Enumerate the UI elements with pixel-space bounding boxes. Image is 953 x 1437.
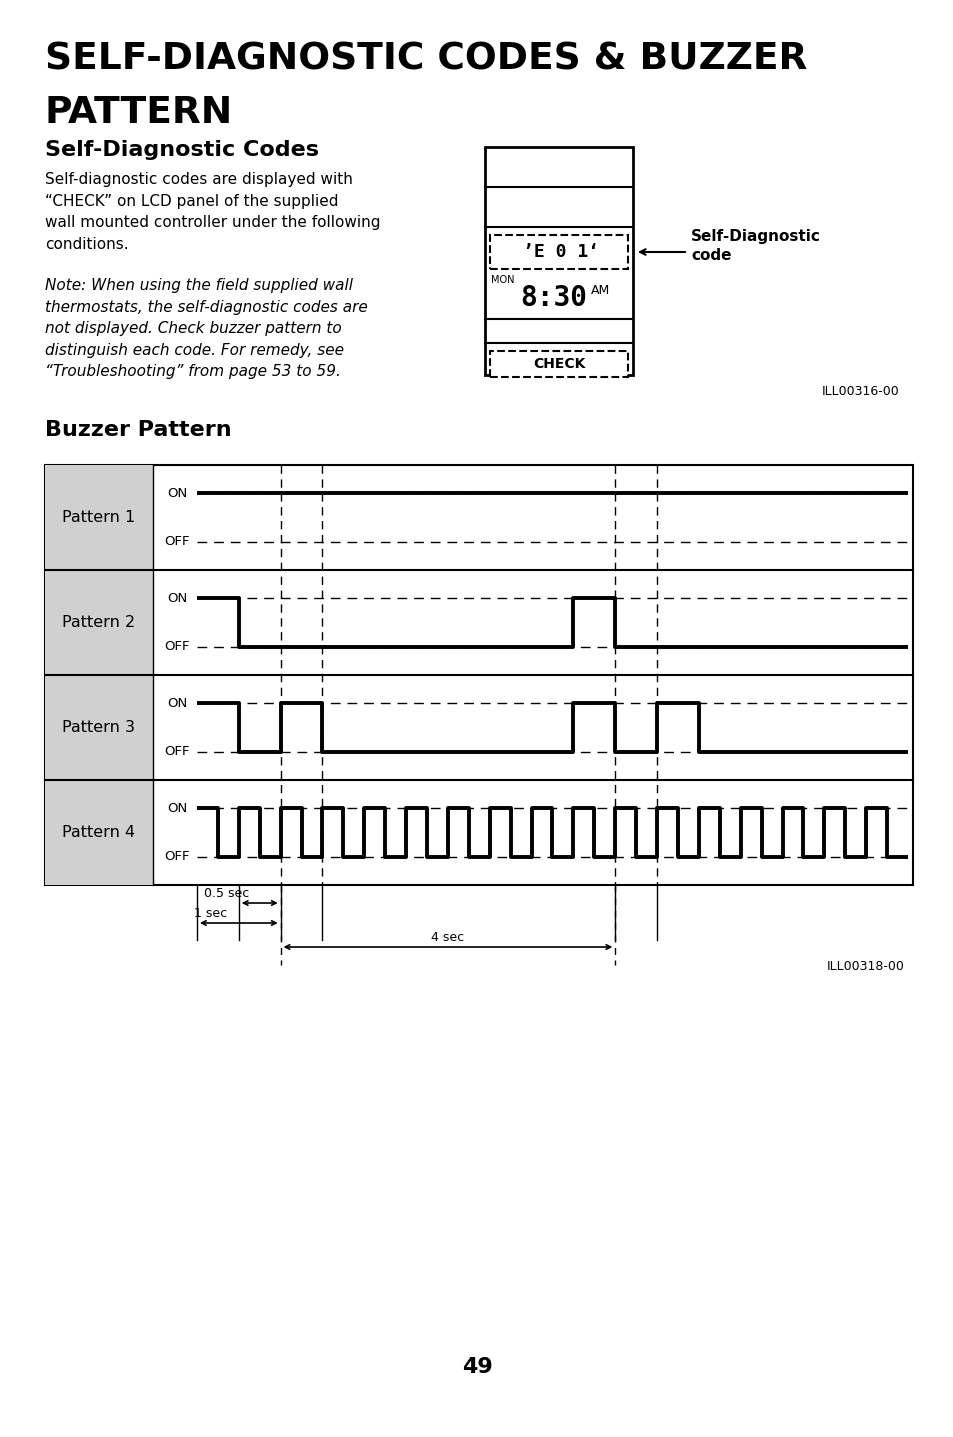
Text: OFF: OFF bbox=[164, 535, 190, 547]
Text: Pattern 3: Pattern 3 bbox=[63, 720, 135, 734]
Bar bbox=[484, 147, 633, 375]
Bar bbox=[45, 466, 912, 885]
Text: Pattern 2: Pattern 2 bbox=[62, 615, 135, 629]
Text: MON: MON bbox=[491, 274, 514, 285]
Text: ’E 0 1‘: ’E 0 1‘ bbox=[522, 243, 598, 262]
Text: Pattern 1: Pattern 1 bbox=[62, 510, 135, 525]
Text: 1 sec: 1 sec bbox=[193, 907, 227, 920]
Text: Pattern 4: Pattern 4 bbox=[62, 825, 135, 841]
Text: 49: 49 bbox=[461, 1357, 492, 1377]
Text: 0.5 sec: 0.5 sec bbox=[204, 887, 249, 900]
Bar bbox=[45, 780, 152, 885]
Bar bbox=[490, 351, 627, 376]
Text: ON: ON bbox=[167, 697, 187, 710]
Text: ON: ON bbox=[167, 487, 187, 500]
Text: OFF: OFF bbox=[164, 851, 190, 864]
Text: ON: ON bbox=[167, 592, 187, 605]
Bar bbox=[45, 570, 152, 675]
Text: Self-Diagnostic Codes: Self-Diagnostic Codes bbox=[45, 139, 318, 160]
Text: ON: ON bbox=[167, 802, 187, 815]
Bar bbox=[45, 466, 152, 570]
Text: SELF-DIAGNOSTIC CODES & BUZZER: SELF-DIAGNOSTIC CODES & BUZZER bbox=[45, 42, 806, 78]
Text: 8:30: 8:30 bbox=[520, 285, 587, 312]
Bar bbox=[490, 236, 627, 269]
Text: Note: When using the field supplied wall
thermostats, the self-diagnostic codes : Note: When using the field supplied wall… bbox=[45, 277, 367, 379]
Text: OFF: OFF bbox=[164, 746, 190, 759]
Text: ILL00318-00: ILL00318-00 bbox=[826, 960, 904, 973]
Text: AM: AM bbox=[590, 285, 610, 297]
Text: CHECK: CHECK bbox=[533, 356, 584, 371]
Text: PATTERN: PATTERN bbox=[45, 95, 233, 131]
Bar bbox=[45, 675, 152, 780]
Text: Buzzer Pattern: Buzzer Pattern bbox=[45, 420, 232, 440]
Text: Self-Diagnostic
code: Self-Diagnostic code bbox=[690, 228, 820, 263]
Text: ILL00316-00: ILL00316-00 bbox=[821, 385, 899, 398]
Text: OFF: OFF bbox=[164, 639, 190, 654]
Text: Self-diagnostic codes are displayed with
“CHECK” on LCD panel of the supplied
wa: Self-diagnostic codes are displayed with… bbox=[45, 172, 380, 251]
Text: 4 sec: 4 sec bbox=[431, 931, 464, 944]
